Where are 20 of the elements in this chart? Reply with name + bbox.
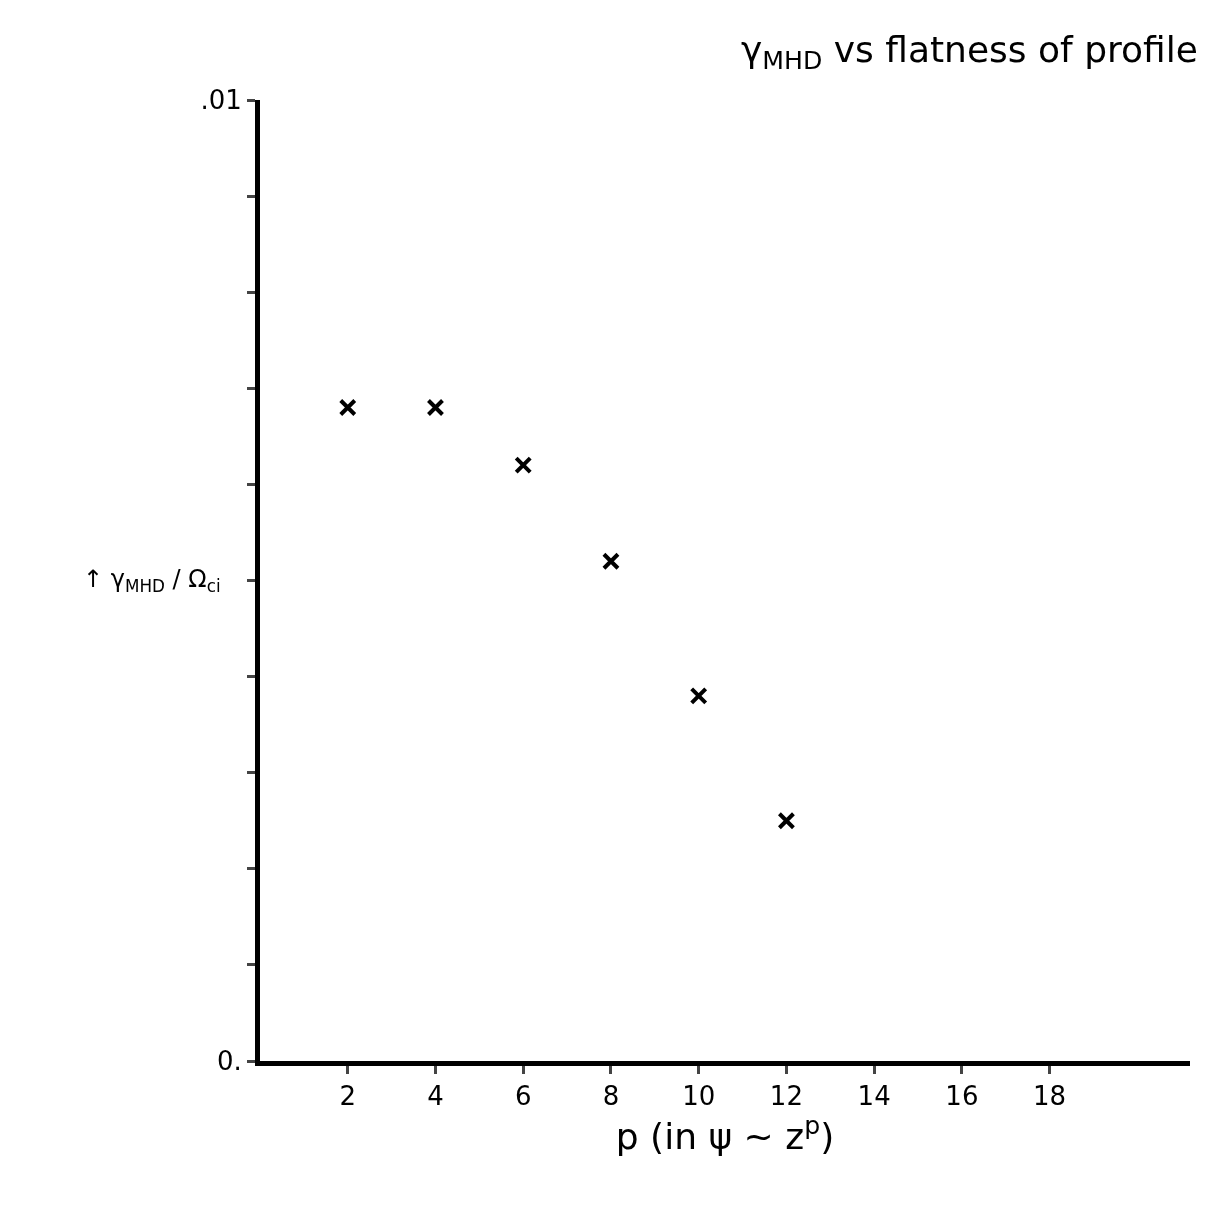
- x-tick-label: 18: [1033, 1081, 1067, 1112]
- x-axis-title: p (in ψ ~ z$^{p}$): [615, 1111, 835, 1158]
- point: [689, 686, 708, 705]
- point: [338, 398, 357, 417]
- x-tick-label: 10: [682, 1081, 716, 1112]
- y-tick-label: .01: [200, 85, 242, 116]
- point: [514, 456, 533, 475]
- x-tick-label: 6: [514, 1081, 532, 1112]
- x-tick-label: 12: [769, 1081, 803, 1112]
- y-tick-label: 0.: [216, 1046, 242, 1077]
- point: [777, 811, 796, 830]
- x-tick-label: 14: [857, 1081, 891, 1112]
- point: [426, 398, 445, 417]
- y-axis-title: ↑ γ$_{MHD}$ / Ω$_{ci}$: [83, 565, 221, 597]
- x-tick-label: 16: [945, 1081, 979, 1112]
- x-tick-label: 2: [339, 1081, 357, 1112]
- x-tick-label: 8: [602, 1081, 620, 1112]
- point: [601, 552, 620, 571]
- x-tick-label: 4: [427, 1081, 444, 1112]
- chart-title: γ$_{MHD}$ vs flatness of profile: [740, 28, 1198, 76]
